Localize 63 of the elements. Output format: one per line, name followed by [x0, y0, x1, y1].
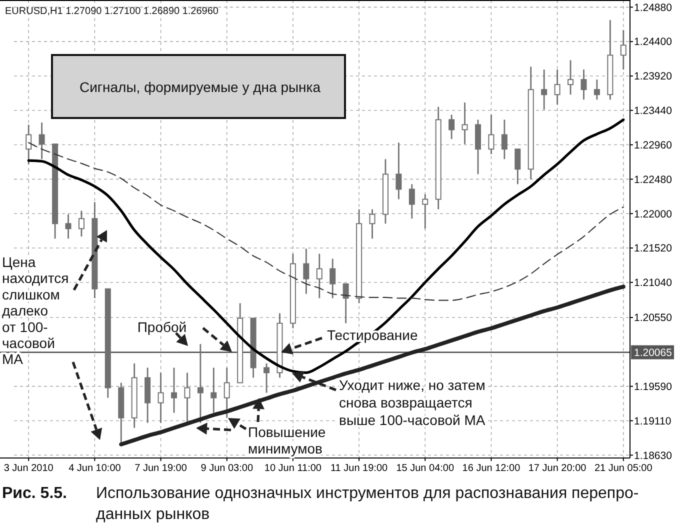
y-tick-label: 1.21040	[634, 277, 672, 290]
x-tick-label: 7 Jun 19:00	[134, 463, 188, 474]
candlestick	[620, 29, 626, 70]
text: Рис. 5.5.	[2, 485, 67, 502]
y-tick-label: 1.23920	[634, 70, 672, 83]
candlestick	[26, 124, 32, 165]
x-tick-label: 17 Jun 20:00	[528, 463, 587, 474]
candlestick	[369, 208, 376, 240]
text: Использование однозначных инструментов для распознавания перепро- данных рынков	[96, 485, 639, 523]
candlestick	[408, 184, 415, 220]
candlestick	[541, 68, 548, 110]
candlestick	[65, 214, 72, 240]
candlestick	[303, 248, 310, 295]
y-tick-label: 1.22960	[634, 139, 672, 152]
candlestick	[422, 194, 428, 230]
annotation: EURUSD,H1 1.27090 1.27100 1.26890 1.26960	[5, 6, 219, 17]
candlestick	[171, 366, 177, 414]
line-series	[119, 284, 626, 446]
candlestick	[158, 372, 164, 424]
y-tick-label: 1.23440	[634, 105, 672, 118]
y-tick-label: 1.20550	[634, 312, 672, 324]
y-tick-label: 1.24880	[634, 2, 672, 14]
y-tick-label: 1.24400	[634, 36, 672, 48]
candlestick	[501, 118, 508, 160]
annotation: Цена находится слишком далеко от 100- часовой МА	[2, 254, 69, 368]
y-tick-label: 1.18630	[634, 450, 672, 462]
candlestick	[78, 210, 84, 238]
candlestick	[38, 122, 45, 160]
annotation: Сигналы, формируемые у дна рынка	[80, 79, 321, 95]
y-tick-label: 1.19590	[634, 381, 672, 393]
y-tick-label: 1.22480	[634, 174, 672, 186]
x-tick-label: 15 Jun 04:00	[396, 463, 454, 474]
candlestick	[514, 148, 521, 185]
candlestick	[462, 102, 468, 145]
candlestick	[488, 114, 494, 155]
candlestick	[568, 60, 574, 96]
ref-line-label: 1.20065	[634, 346, 672, 359]
x-tick-label: 21 Jun 05:00	[594, 463, 653, 474]
candlestick	[342, 283, 349, 324]
y-tick-label: 1.19110	[634, 415, 672, 428]
candlestick	[554, 68, 560, 106]
x-tick-label: 3 Jun 2010	[4, 463, 54, 474]
candlestick	[330, 258, 336, 299]
candlestick	[396, 142, 402, 200]
candlestick	[197, 343, 204, 424]
y-tick-label: 1.22000	[634, 208, 672, 220]
candlestick	[594, 78, 600, 100]
candlestick	[224, 366, 230, 419]
candlestick	[184, 372, 190, 424]
x-tick-label: 10 Jun 11:00	[264, 463, 322, 474]
candlestick	[210, 366, 217, 414]
x-tick-label: 11 Jun 19:00	[330, 463, 388, 474]
y-tick-label: 1.21520	[634, 242, 672, 255]
x-tick-label: 4 Jun 10:00	[68, 463, 122, 474]
candlestick	[264, 362, 270, 394]
annotation: Уходит ниже, но затем снова возвращается выше 100-часовой МА	[339, 377, 486, 428]
annotation: Повышение минимумов	[248, 424, 326, 456]
x-tick-label: 16 Jun 12:00	[462, 463, 521, 474]
annotation: Пробой	[137, 319, 187, 335]
candlestick	[580, 68, 587, 100]
candlestick	[448, 114, 455, 140]
x-tick-label: 9 Jun 03:00	[200, 463, 254, 474]
candlestick	[316, 253, 322, 299]
